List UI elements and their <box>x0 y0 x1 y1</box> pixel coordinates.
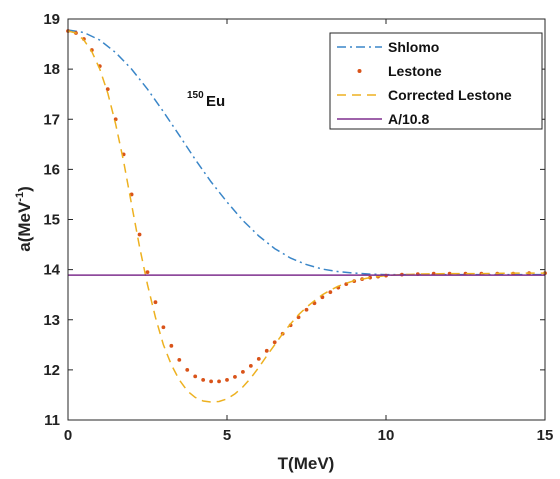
series-lestone-point <box>145 270 150 275</box>
y-axis-label-main: a(MeV <box>15 201 34 252</box>
series-lestone-point <box>304 307 309 312</box>
legend-label-lestone: Lestone <box>388 63 442 79</box>
y-axis-label-sup: -1 <box>14 192 26 202</box>
legend-swatch-lestone <box>357 69 362 73</box>
x-tick-label: 5 <box>223 427 231 444</box>
y-tick-label: 11 <box>44 412 60 429</box>
ticks-layer: 0 5 10 15 11 12 13 14 15 16 17 18 19 <box>43 11 553 444</box>
y-tick-label: 14 <box>43 262 60 279</box>
legend-label-a-10-8: A/10.8 <box>388 111 429 127</box>
series-lestone-point <box>185 367 190 372</box>
series-lestone-point <box>328 290 333 295</box>
series-lestone-point <box>248 363 253 368</box>
y-axis-label-close: ) <box>15 186 34 192</box>
annotation-mass-number: 150 <box>187 90 204 101</box>
series-lestone-point <box>137 232 142 237</box>
series-lestone-point <box>241 369 245 374</box>
series-lestone-point <box>193 374 198 379</box>
nucleus-annotation: 150 Eu <box>187 90 225 110</box>
series-lestone-point <box>368 275 372 280</box>
series-lestone-point <box>256 356 261 361</box>
x-tick-label: 0 <box>64 427 72 444</box>
series-lestone-point <box>201 378 206 382</box>
series-lestone-point <box>233 374 237 379</box>
series-lestone-point <box>169 343 174 348</box>
series-lestone-point <box>153 300 158 305</box>
y-tick-label: 15 <box>43 212 60 229</box>
y-tick-label: 17 <box>43 111 60 128</box>
legend-label-shlomo: Shlomo <box>388 39 439 55</box>
series-lestone-point <box>209 379 214 384</box>
legend: Shlomo Lestone Corrected Lestone A/10.8 <box>329 32 543 130</box>
series-lestone-point <box>225 378 229 382</box>
x-axis-label: T(MeV) <box>278 454 335 473</box>
series-layer <box>66 29 547 403</box>
series-lestone-point <box>217 379 221 384</box>
series-lestone-point <box>105 87 110 92</box>
series-corrected-lestone-line <box>67 30 545 403</box>
series-lestone-point <box>161 325 166 330</box>
series-lestone-point <box>272 340 277 345</box>
series-lestone-point <box>177 357 182 362</box>
series-lestone-point <box>264 348 269 353</box>
y-tick-label: 18 <box>43 61 60 78</box>
legend-box <box>329 32 543 130</box>
annotation-element: Eu <box>206 93 225 110</box>
x-tick-label: 15 <box>537 427 554 444</box>
y-axis-label: a(MeV-1) <box>14 186 34 252</box>
legend-items: Shlomo Lestone Corrected Lestone A/10.8 <box>337 39 512 127</box>
y-tick-label: 13 <box>43 312 60 329</box>
y-tick-label: 19 <box>43 11 60 28</box>
x-tick-label: 10 <box>378 427 395 444</box>
y-tick-label: 16 <box>43 161 60 178</box>
y-tick-label: 12 <box>43 362 60 379</box>
legend-label-corrected-lestone: Corrected Lestone <box>388 87 512 103</box>
